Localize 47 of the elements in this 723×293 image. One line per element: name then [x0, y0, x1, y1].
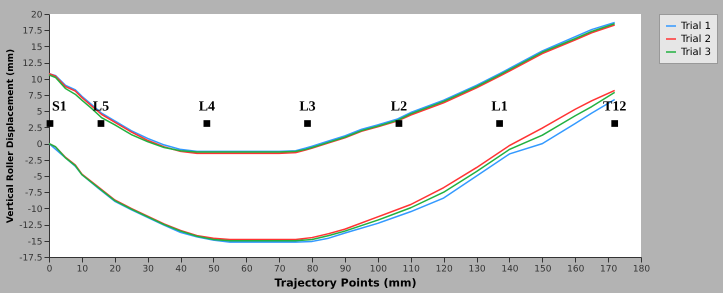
x-tick-label: 50	[208, 264, 220, 274]
legend-label: Trial 1	[680, 21, 711, 32]
y-tick-label: -17.5	[19, 254, 42, 264]
annotation: T12	[603, 100, 626, 115]
y-tick-label: -5	[34, 172, 42, 182]
y-tick-label: 10	[31, 75, 43, 86]
legend-label: Trial 2	[680, 34, 711, 45]
y-tick-label: -2.5	[24, 156, 42, 166]
x-tick-label: 40	[175, 264, 188, 274]
x-tick-label: 0	[46, 264, 53, 274]
y-tick-label: -10	[28, 204, 43, 215]
y-tick-label: 12.5	[22, 59, 42, 70]
y-tick-label: -7.5	[24, 188, 42, 199]
y-tick-label: 15	[31, 42, 42, 53]
x-axis-title: Trajectory Points (mm)	[274, 276, 416, 290]
y-tick-label: -15	[28, 237, 42, 248]
y-tick-label: 2.5	[28, 124, 42, 134]
x-tick-label: 150	[534, 264, 552, 274]
x-tick-label: 30	[142, 264, 154, 274]
y-tick-label: 17.5	[22, 26, 42, 37]
x-tick-label: 20	[110, 264, 122, 274]
x-tick-label: 160	[567, 264, 585, 274]
y-tick-label: 7.5	[28, 92, 42, 102]
legend-label: Trial 3	[680, 47, 711, 58]
annotation: L2	[390, 100, 408, 115]
y-tick-label: 5	[36, 108, 42, 118]
x-tick-label: 170	[600, 264, 618, 274]
x-tick-label: 90	[340, 264, 352, 274]
y-axis-title: Vertical Roller Displacement (mm)	[6, 48, 16, 224]
x-tick-label: 100	[370, 264, 388, 274]
annotation: S1	[52, 100, 67, 115]
x-tick-label: 120	[436, 264, 454, 274]
x-tick-label: 70	[274, 264, 286, 274]
x-tick-label: 110	[402, 264, 420, 274]
annotation: L3	[299, 100, 316, 115]
y-tick-label: 0	[36, 140, 43, 150]
y-tick-label: 20	[31, 10, 43, 20]
x-tick-label: 130	[468, 264, 486, 274]
annotation: L5	[92, 100, 110, 115]
x-tick-label: 10	[76, 264, 88, 274]
x-tick-label: 180	[632, 264, 650, 274]
x-tick-label: 60	[241, 264, 253, 274]
x-tick-label: 80	[306, 264, 319, 274]
y-tick-label: -12.5	[19, 221, 42, 232]
x-tick-label: 140	[501, 264, 519, 274]
annotation: L4	[198, 100, 216, 115]
annotation: L1	[491, 100, 508, 115]
